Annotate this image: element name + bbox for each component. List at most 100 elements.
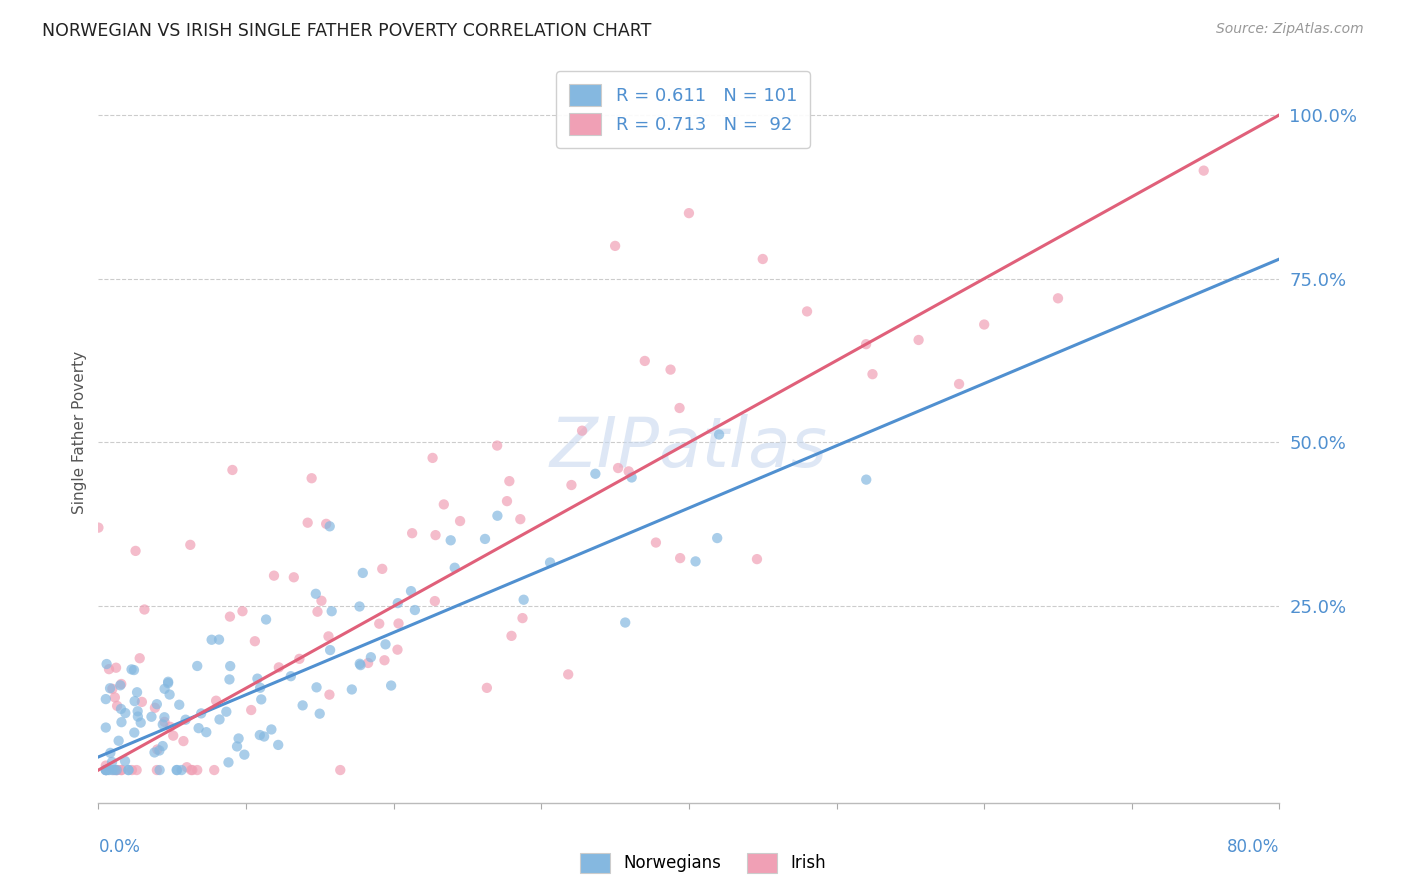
- Point: [201, 632, 224, 647]
- Point: [498, 474, 520, 488]
- Point: [190, 706, 212, 721]
- Point: [250, 692, 273, 706]
- Point: [94, 763, 117, 777]
- Point: [219, 609, 242, 624]
- Text: ZIPatlas: ZIPatlas: [550, 414, 828, 481]
- Point: [231, 604, 253, 618]
- Point: [153, 714, 176, 729]
- Point: [157, 676, 180, 690]
- Point: [127, 709, 149, 723]
- Point: [745, 552, 768, 566]
- Point: [387, 596, 409, 610]
- Point: [187, 721, 209, 735]
- Point: [159, 720, 181, 734]
- Point: [101, 755, 124, 769]
- Point: [181, 763, 204, 777]
- Point: [512, 611, 534, 625]
- Point: [321, 604, 343, 618]
- Point: [101, 681, 124, 696]
- Point: [496, 494, 519, 508]
- Point: [1192, 163, 1215, 178]
- Point: [105, 661, 128, 675]
- Legend: Norwegians, Irish: Norwegians, Irish: [574, 847, 832, 880]
- Point: [143, 700, 166, 714]
- Point: [110, 763, 132, 777]
- Point: [217, 756, 239, 770]
- Point: [117, 763, 139, 777]
- Point: [110, 677, 132, 691]
- Point: [94, 692, 117, 706]
- Point: [166, 763, 188, 777]
- Point: [240, 703, 263, 717]
- Point: [659, 362, 682, 376]
- Point: [104, 690, 127, 705]
- Point: [360, 650, 382, 665]
- Point: [538, 556, 561, 570]
- Point: [98, 662, 121, 676]
- Point: [387, 642, 409, 657]
- Point: [146, 742, 169, 756]
- Point: [371, 562, 394, 576]
- Point: [202, 763, 225, 777]
- Point: [308, 706, 330, 721]
- Text: 80.0%: 80.0%: [1227, 838, 1279, 855]
- Point: [669, 551, 692, 566]
- Point: [153, 681, 176, 696]
- Point: [134, 602, 156, 616]
- Point: [249, 728, 271, 742]
- Point: [855, 473, 877, 487]
- Point: [380, 679, 402, 693]
- Point: [387, 616, 409, 631]
- Point: [170, 763, 193, 777]
- Point: [124, 725, 146, 739]
- Point: [571, 424, 593, 438]
- Point: [645, 535, 668, 549]
- Point: [401, 526, 423, 541]
- Point: [117, 763, 139, 777]
- Point: [167, 698, 190, 712]
- Point: [305, 681, 328, 695]
- Point: [226, 739, 249, 754]
- Legend: R = 0.611   N = 101, R = 0.713   N =  92: R = 0.611 N = 101, R = 0.713 N = 92: [557, 71, 810, 148]
- Point: [149, 763, 172, 777]
- Point: [105, 763, 128, 777]
- Point: [291, 698, 314, 713]
- Point: [125, 685, 148, 699]
- Point: [668, 401, 690, 415]
- Point: [146, 697, 169, 711]
- Point: [96, 763, 118, 777]
- Point: [101, 763, 124, 777]
- Point: [152, 739, 174, 753]
- Point: [121, 763, 143, 777]
- Point: [862, 367, 884, 381]
- Point: [110, 702, 132, 716]
- Point: [110, 763, 132, 777]
- Point: [114, 706, 136, 720]
- Point: [560, 478, 582, 492]
- Point: [105, 763, 128, 777]
- Point: [283, 570, 305, 584]
- Point: [374, 637, 396, 651]
- Point: [706, 531, 728, 545]
- Point: [422, 450, 444, 465]
- Point: [96, 657, 118, 671]
- Point: [114, 754, 136, 768]
- Point: [678, 206, 700, 220]
- Point: [110, 678, 132, 692]
- Point: [153, 710, 176, 724]
- Point: [318, 629, 340, 643]
- Point: [128, 651, 150, 665]
- Point: [121, 662, 143, 676]
- Point: [186, 659, 208, 673]
- Point: [349, 599, 371, 614]
- Point: [267, 660, 290, 674]
- Point: [233, 747, 256, 762]
- Point: [796, 304, 818, 318]
- Point: [129, 715, 152, 730]
- Text: 0.0%: 0.0%: [98, 838, 141, 855]
- Point: [349, 657, 371, 671]
- Point: [288, 652, 311, 666]
- Point: [94, 763, 117, 777]
- Point: [146, 763, 169, 777]
- Point: [195, 725, 218, 739]
